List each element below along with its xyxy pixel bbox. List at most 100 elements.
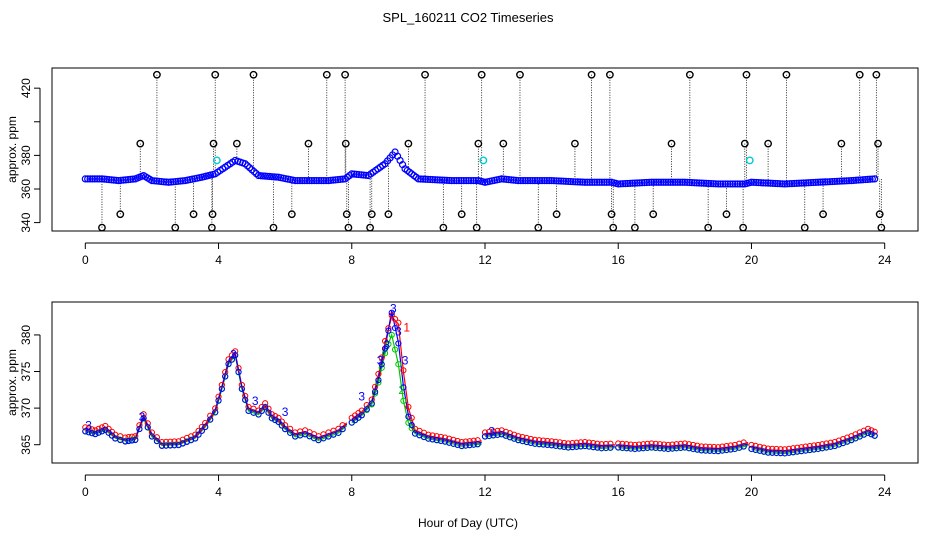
series-point <box>607 440 614 447</box>
baseline-point <box>536 176 544 185</box>
baseline-point <box>362 171 370 179</box>
series-point <box>798 444 805 451</box>
baseline-point <box>126 175 135 183</box>
series-point <box>408 421 415 429</box>
series-point <box>702 447 709 454</box>
series-point <box>598 441 605 448</box>
baseline-point <box>774 179 782 188</box>
outlier-point <box>209 139 218 148</box>
series-point <box>450 440 457 447</box>
series-point <box>195 431 202 438</box>
series-point <box>339 422 346 429</box>
series-point <box>806 446 813 454</box>
baseline-point <box>462 176 470 185</box>
series-point <box>544 441 551 448</box>
baseline-point <box>871 175 879 183</box>
series-point <box>375 376 382 384</box>
baseline-point <box>117 176 125 184</box>
baseline-point <box>531 176 539 185</box>
series-point <box>710 443 718 451</box>
series-point <box>706 447 713 454</box>
outlier-point <box>116 210 125 219</box>
series-point <box>490 428 497 435</box>
series-point <box>371 388 379 395</box>
baseline-point <box>176 177 185 185</box>
series-point <box>385 340 392 348</box>
series-point <box>433 433 440 440</box>
baseline-point <box>322 176 330 185</box>
series-point <box>371 390 379 397</box>
series-point <box>640 441 647 448</box>
baseline-point <box>443 176 451 184</box>
baseline-point <box>826 178 834 186</box>
baseline-point <box>776 180 784 188</box>
flagged-point <box>212 156 221 165</box>
series-point <box>167 438 174 445</box>
series-point <box>391 324 399 332</box>
series-point <box>819 441 826 448</box>
series-point <box>515 436 522 444</box>
baseline-point <box>686 178 694 187</box>
baseline-point <box>605 178 613 186</box>
x-axis-label: Hour of Day (UTC) <box>418 516 518 530</box>
series-point <box>785 449 793 456</box>
series-point <box>619 440 626 447</box>
series-point <box>136 425 143 433</box>
baseline-point <box>819 178 827 186</box>
baseline-point <box>440 176 449 184</box>
baseline-point <box>533 176 541 185</box>
outlier-point <box>153 70 161 79</box>
series-point <box>556 439 564 446</box>
series-point <box>673 445 680 452</box>
series-point <box>462 438 469 445</box>
baseline-point <box>301 176 309 185</box>
series-point <box>652 444 659 451</box>
baseline-point <box>733 180 742 188</box>
series-point <box>573 443 580 450</box>
series-point <box>868 431 875 438</box>
series-marker-label: 3 <box>85 419 92 433</box>
series-point <box>519 437 526 445</box>
series-point <box>278 422 285 429</box>
series-point <box>282 422 289 429</box>
baseline-point <box>88 175 97 183</box>
outlier-point <box>304 139 313 148</box>
top-x-tick-label: 16 <box>612 253 626 267</box>
series-point <box>777 446 784 453</box>
series-point <box>192 435 199 442</box>
outlier-point <box>800 223 809 232</box>
outlier-point <box>404 139 413 148</box>
series-point <box>207 412 214 419</box>
series-point <box>98 428 106 435</box>
outlier-point <box>367 210 376 219</box>
baseline-point <box>705 179 713 188</box>
series-point <box>615 440 622 447</box>
baseline-point <box>465 176 473 185</box>
baseline-point <box>652 178 660 186</box>
baseline-point <box>647 178 656 186</box>
baseline-point <box>528 176 537 185</box>
series-point <box>631 441 638 449</box>
baseline-point <box>655 178 663 186</box>
series-point <box>450 436 457 443</box>
baseline-point <box>690 179 698 187</box>
series-point <box>462 442 469 449</box>
series-point <box>470 437 477 444</box>
series-point <box>723 446 730 454</box>
baseline-point <box>754 179 763 187</box>
baseline-point <box>586 178 594 186</box>
baseline-point <box>250 168 258 176</box>
series-point <box>598 445 605 452</box>
series-point <box>171 442 178 449</box>
series-point <box>400 367 407 374</box>
series-point <box>385 325 392 332</box>
baseline-point <box>843 177 851 185</box>
series-marker-label: 3 <box>402 354 409 368</box>
series-point <box>388 309 395 316</box>
baseline-point <box>438 176 446 184</box>
baseline-point <box>115 176 123 185</box>
series-point <box>698 447 705 454</box>
baseline-point <box>248 166 256 174</box>
series-point <box>677 444 684 451</box>
